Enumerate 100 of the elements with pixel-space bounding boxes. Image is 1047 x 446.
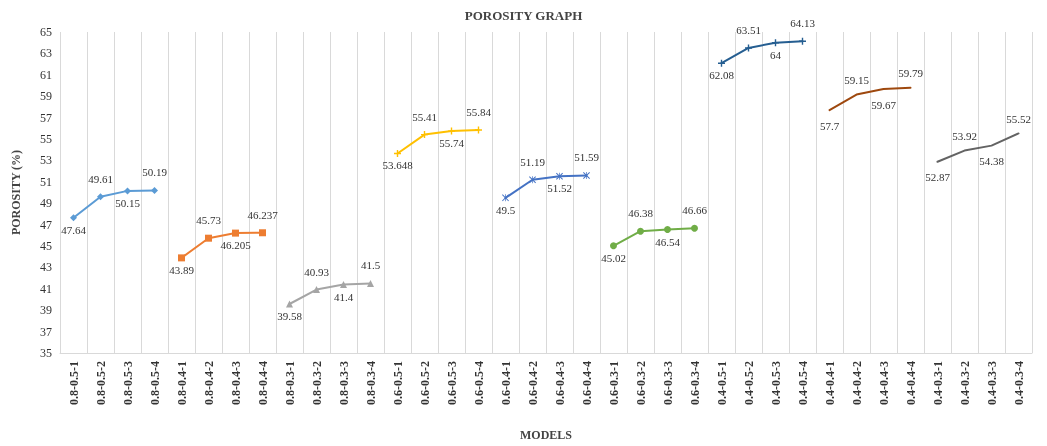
point — [637, 227, 644, 235]
x-tick-label: 0.4-0.3-1 — [930, 361, 945, 405]
data-label: 41.5 — [360, 259, 381, 272]
x-tick-label: 0.4-0.4-1 — [822, 361, 837, 405]
point — [691, 224, 698, 232]
x-tick-label: 0.6-0.4-2 — [525, 361, 540, 405]
x-tick-label: 0.4-0.4-2 — [849, 361, 864, 405]
y-tick-label: 35 — [40, 346, 52, 360]
x-tick-label: 0.8-0.4-1 — [174, 361, 189, 405]
y-tick-label: 39 — [40, 303, 52, 318]
y-tick-label: 63 — [40, 46, 52, 61]
x-tick-label: 0.4-0.3-3 — [984, 361, 999, 405]
x-tick-label: 0.8-0.3-3 — [336, 361, 351, 405]
data-label: 59.67 — [871, 98, 897, 111]
data-label: 51.59 — [574, 151, 600, 164]
data-label: 63.51 — [736, 23, 761, 36]
data-label: 51.19 — [520, 155, 546, 168]
point — [745, 44, 752, 52]
data-label: 45.73 — [196, 214, 222, 227]
x-tick-label: 0.8-0.3-2 — [309, 361, 324, 405]
x-tick-label: 0.6-0.5-2 — [417, 361, 432, 405]
x-tick-label: 0.8-0.4-3 — [228, 361, 243, 405]
data-label: 50.15 — [115, 196, 141, 209]
x-tick-label: 0.8-0.5-3 — [120, 361, 135, 405]
x-tick-label: 0.8-0.5-1 — [66, 361, 81, 405]
data-label: 53.648 — [382, 159, 414, 172]
y-tick-label: 59 — [40, 89, 52, 104]
point — [340, 281, 347, 289]
data-label: 52.87 — [925, 171, 951, 184]
x-tick-label: 0.6-0.3-2 — [633, 361, 648, 405]
point — [664, 226, 671, 234]
data-label: 54.38 — [979, 155, 1005, 168]
x-tick-label: 0.6-0.5-3 — [444, 361, 459, 405]
data-label: 51.52 — [547, 182, 572, 195]
y-tick-label: 65 — [40, 25, 52, 39]
y-tick-label: 51 — [40, 174, 52, 189]
data-label: 49.5 — [495, 203, 516, 216]
data-label: 55.84 — [466, 106, 492, 119]
y-tick-label: 37 — [40, 324, 52, 339]
y-tick-label: 55 — [40, 132, 52, 146]
data-label: 46.205 — [220, 239, 252, 252]
data-label: 43.89 — [169, 263, 195, 276]
x-tick-label: 0.4-0.5-3 — [768, 361, 783, 405]
point — [151, 186, 158, 194]
point — [259, 229, 266, 237]
data-label: 59.79 — [898, 67, 924, 80]
data-label: 64.13 — [790, 17, 816, 30]
data-label: 46.54 — [655, 235, 681, 248]
x-tick-label: 0.8-0.3-1 — [282, 361, 297, 405]
point — [367, 279, 374, 287]
point — [475, 126, 482, 134]
data-label: 59.15 — [844, 74, 870, 87]
data-label: 55.74 — [439, 137, 465, 150]
data-label: 45.02 — [601, 251, 626, 264]
data-label: 39.58 — [277, 309, 303, 322]
data-label: 55.52 — [1006, 112, 1031, 125]
y-tick-label: 53 — [40, 153, 52, 168]
y-tick-label: 57 — [40, 110, 52, 125]
point — [232, 229, 239, 237]
chart-title: POROSITY GRAPH — [464, 8, 583, 23]
x-tick-label: 0.4-0.5-1 — [714, 361, 729, 405]
x-tick-label: 0.8-0.5-2 — [93, 361, 108, 405]
data-label: 55.41 — [412, 110, 437, 123]
y-tick-label: 47 — [40, 217, 52, 232]
point — [448, 127, 455, 135]
data-label: 40.93 — [304, 265, 330, 278]
x-tick-label: 0.8-0.5-4 — [147, 361, 162, 405]
point — [502, 194, 509, 202]
y-tick-label: 61 — [40, 67, 52, 82]
x-tick-label: 0.8-0.4-2 — [201, 361, 216, 405]
y-axis-title: POROSITY (%) — [9, 149, 23, 236]
y-tick-label: 45 — [40, 239, 52, 253]
x-tick-label: 0.4-0.5-4 — [795, 361, 810, 405]
x-tick-label: 0.6-0.4-3 — [552, 361, 567, 405]
y-tick-label: 43 — [40, 260, 52, 275]
point — [286, 300, 293, 308]
y-tick-label: 49 — [40, 196, 52, 211]
x-tick-label: 0.4-0.4-4 — [903, 361, 918, 405]
data-label: 57.7 — [819, 119, 840, 132]
data-label: 49.61 — [88, 172, 113, 185]
point — [124, 187, 131, 195]
point — [313, 286, 320, 294]
x-tick-label: 0.6-0.5-4 — [471, 361, 486, 405]
data-label: 41.4 — [333, 290, 354, 303]
point — [178, 254, 185, 262]
line-series — [828, 86, 912, 112]
x-tick-label: 0.4-0.3-4 — [1011, 361, 1026, 405]
data-label: 53.92 — [952, 130, 977, 143]
point — [70, 214, 77, 222]
point — [97, 193, 104, 201]
x-tick-label: 0.4-0.5-2 — [741, 361, 756, 405]
x-tick-label: 0.6-0.3-3 — [660, 361, 675, 405]
point — [205, 234, 212, 242]
x-tick-label: 0.6-0.4-1 — [498, 361, 513, 405]
data-label: 46.237 — [247, 208, 279, 221]
data-label: 46.66 — [682, 204, 708, 217]
y-tick-label: 41 — [40, 281, 52, 296]
x-tick-label: 0.6-0.5-1 — [390, 361, 405, 405]
x-tick-label: 0.6-0.4-4 — [579, 361, 594, 405]
x-tick-label: 0.4-0.3-2 — [957, 361, 972, 405]
